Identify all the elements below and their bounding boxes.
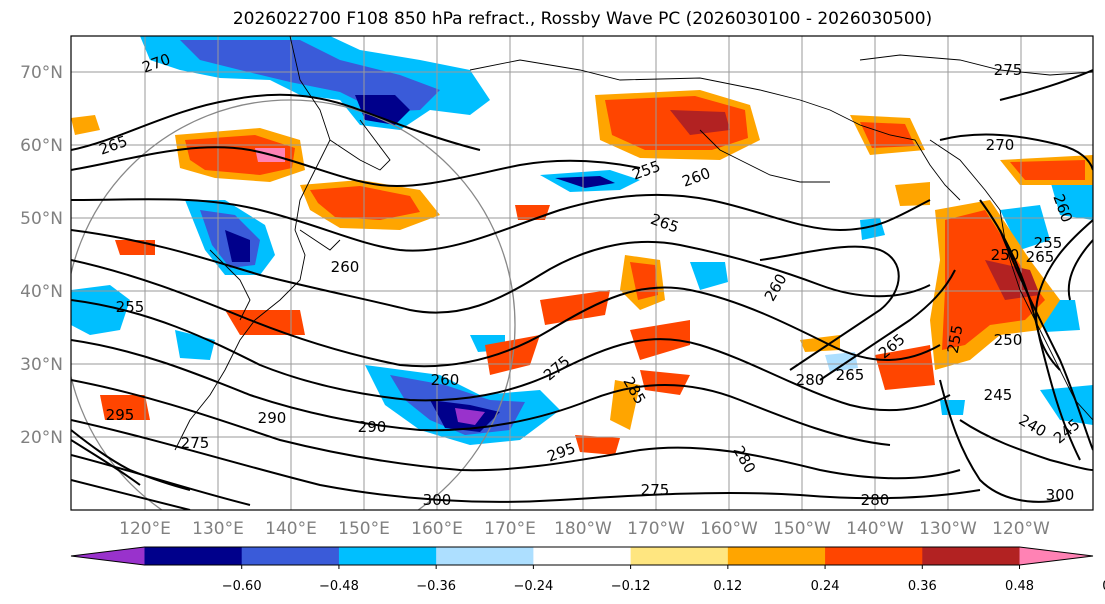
colorbar-segment [241,547,340,565]
contour-label: 265 [836,366,865,384]
contour-label: 280 [796,371,825,389]
colorbar-tick-label: −0.48 [319,579,359,594]
longitude-label: 180°W [554,519,612,539]
longitude-label: 120°E [119,519,171,539]
colorbar-tick-label: −0.60 [222,579,262,594]
anomaly-fill-layer [71,36,1093,455]
colorbar-tick-label: 0.24 [811,579,840,594]
contour-label: 245 [984,386,1013,404]
colorbar-tick-label: 0.60 [1102,579,1105,594]
graticule [71,36,1093,510]
longitude-label: 170°E [484,519,536,539]
latitude-label: 40°N [20,282,63,302]
contour-label: 300 [1046,486,1075,504]
colorbar-tick-label: −0.24 [513,579,553,594]
longitude-label: 140°E [265,519,317,539]
colorbar [70,546,1094,566]
colorbar-segment [922,547,1021,565]
latitude-label: 50°N [20,209,63,229]
contour-label: 290 [358,418,387,436]
contour-label: 255 [944,323,967,354]
contour-label: 255 [1034,234,1063,252]
latitude-label: 30°N [20,355,63,375]
contour-label: 275 [641,481,670,499]
contour-label: 260 [431,371,460,389]
colorbar-tick-labels: −0.60 −0.48 −0.36 −0.24 −0.12 0.12 0.24 0.36 0.4… [222,565,1105,594]
colorbar-segment [825,547,923,565]
contour-label: 265 [1026,248,1055,266]
colorbar-tick-label: 0.12 [713,579,742,594]
contour-label: 300 [423,491,452,509]
longitude-label: 150°E [338,519,390,539]
colorbar-tick-label: 0.48 [1005,579,1034,594]
contour-label: 290 [258,409,287,427]
colorbar-tick-label: −0.12 [611,579,651,594]
colorbar-segment [144,547,243,565]
colorbar-extend-low [71,547,145,565]
longitude-label: 170°W [627,519,685,539]
longitude-label: 130°E [192,519,244,539]
contour-label: 250 [994,331,1023,349]
contour-label: 275 [994,61,1023,79]
refractivity-contours [71,69,1093,510]
colorbar-segment [727,547,826,565]
colorbar-segment [338,547,437,565]
longitude-label: 160°W [700,519,758,539]
longitude-label: 140°W [846,519,904,539]
longitude-label: 160°E [411,519,463,539]
colorbar-outline [70,546,1094,566]
longitude-label: 150°W [773,519,831,539]
contour-label: 275 [181,434,210,452]
latitude-labels: 70°N 60°N 50°N 40°N 30°N 20°N [20,63,63,448]
contour-label: 255 [116,298,145,316]
colorbar-segment [436,547,534,565]
colorbar-segment [630,547,729,565]
contour-label: 280 [861,491,890,509]
latitude-label: 70°N [20,63,63,83]
contour-label: 260 [331,258,360,276]
latitude-label: 20°N [20,428,63,448]
longitude-label: 130°W [919,519,977,539]
coastlines [174,36,1093,451]
colorbar-extend-high [1019,547,1093,565]
colorbar-segment [533,547,632,565]
map-title: 2026022700 F108 850 hPa refract., Rossby… [232,9,933,29]
colorbar-tick-label: 0.36 [908,579,937,594]
longitude-label: 120°W [992,519,1050,539]
contour-label: 250 [991,246,1020,264]
contour-label: 295 [106,406,135,424]
map-frame [70,35,1094,511]
contour-label: 270 [986,136,1015,154]
latitude-label: 60°N [20,136,63,156]
colorbar-tick-label: −0.36 [416,579,456,594]
longitude-labels: 120°E 130°E 140°E 150°E 160°E 170°E 180°W 170°W… [119,519,1050,539]
